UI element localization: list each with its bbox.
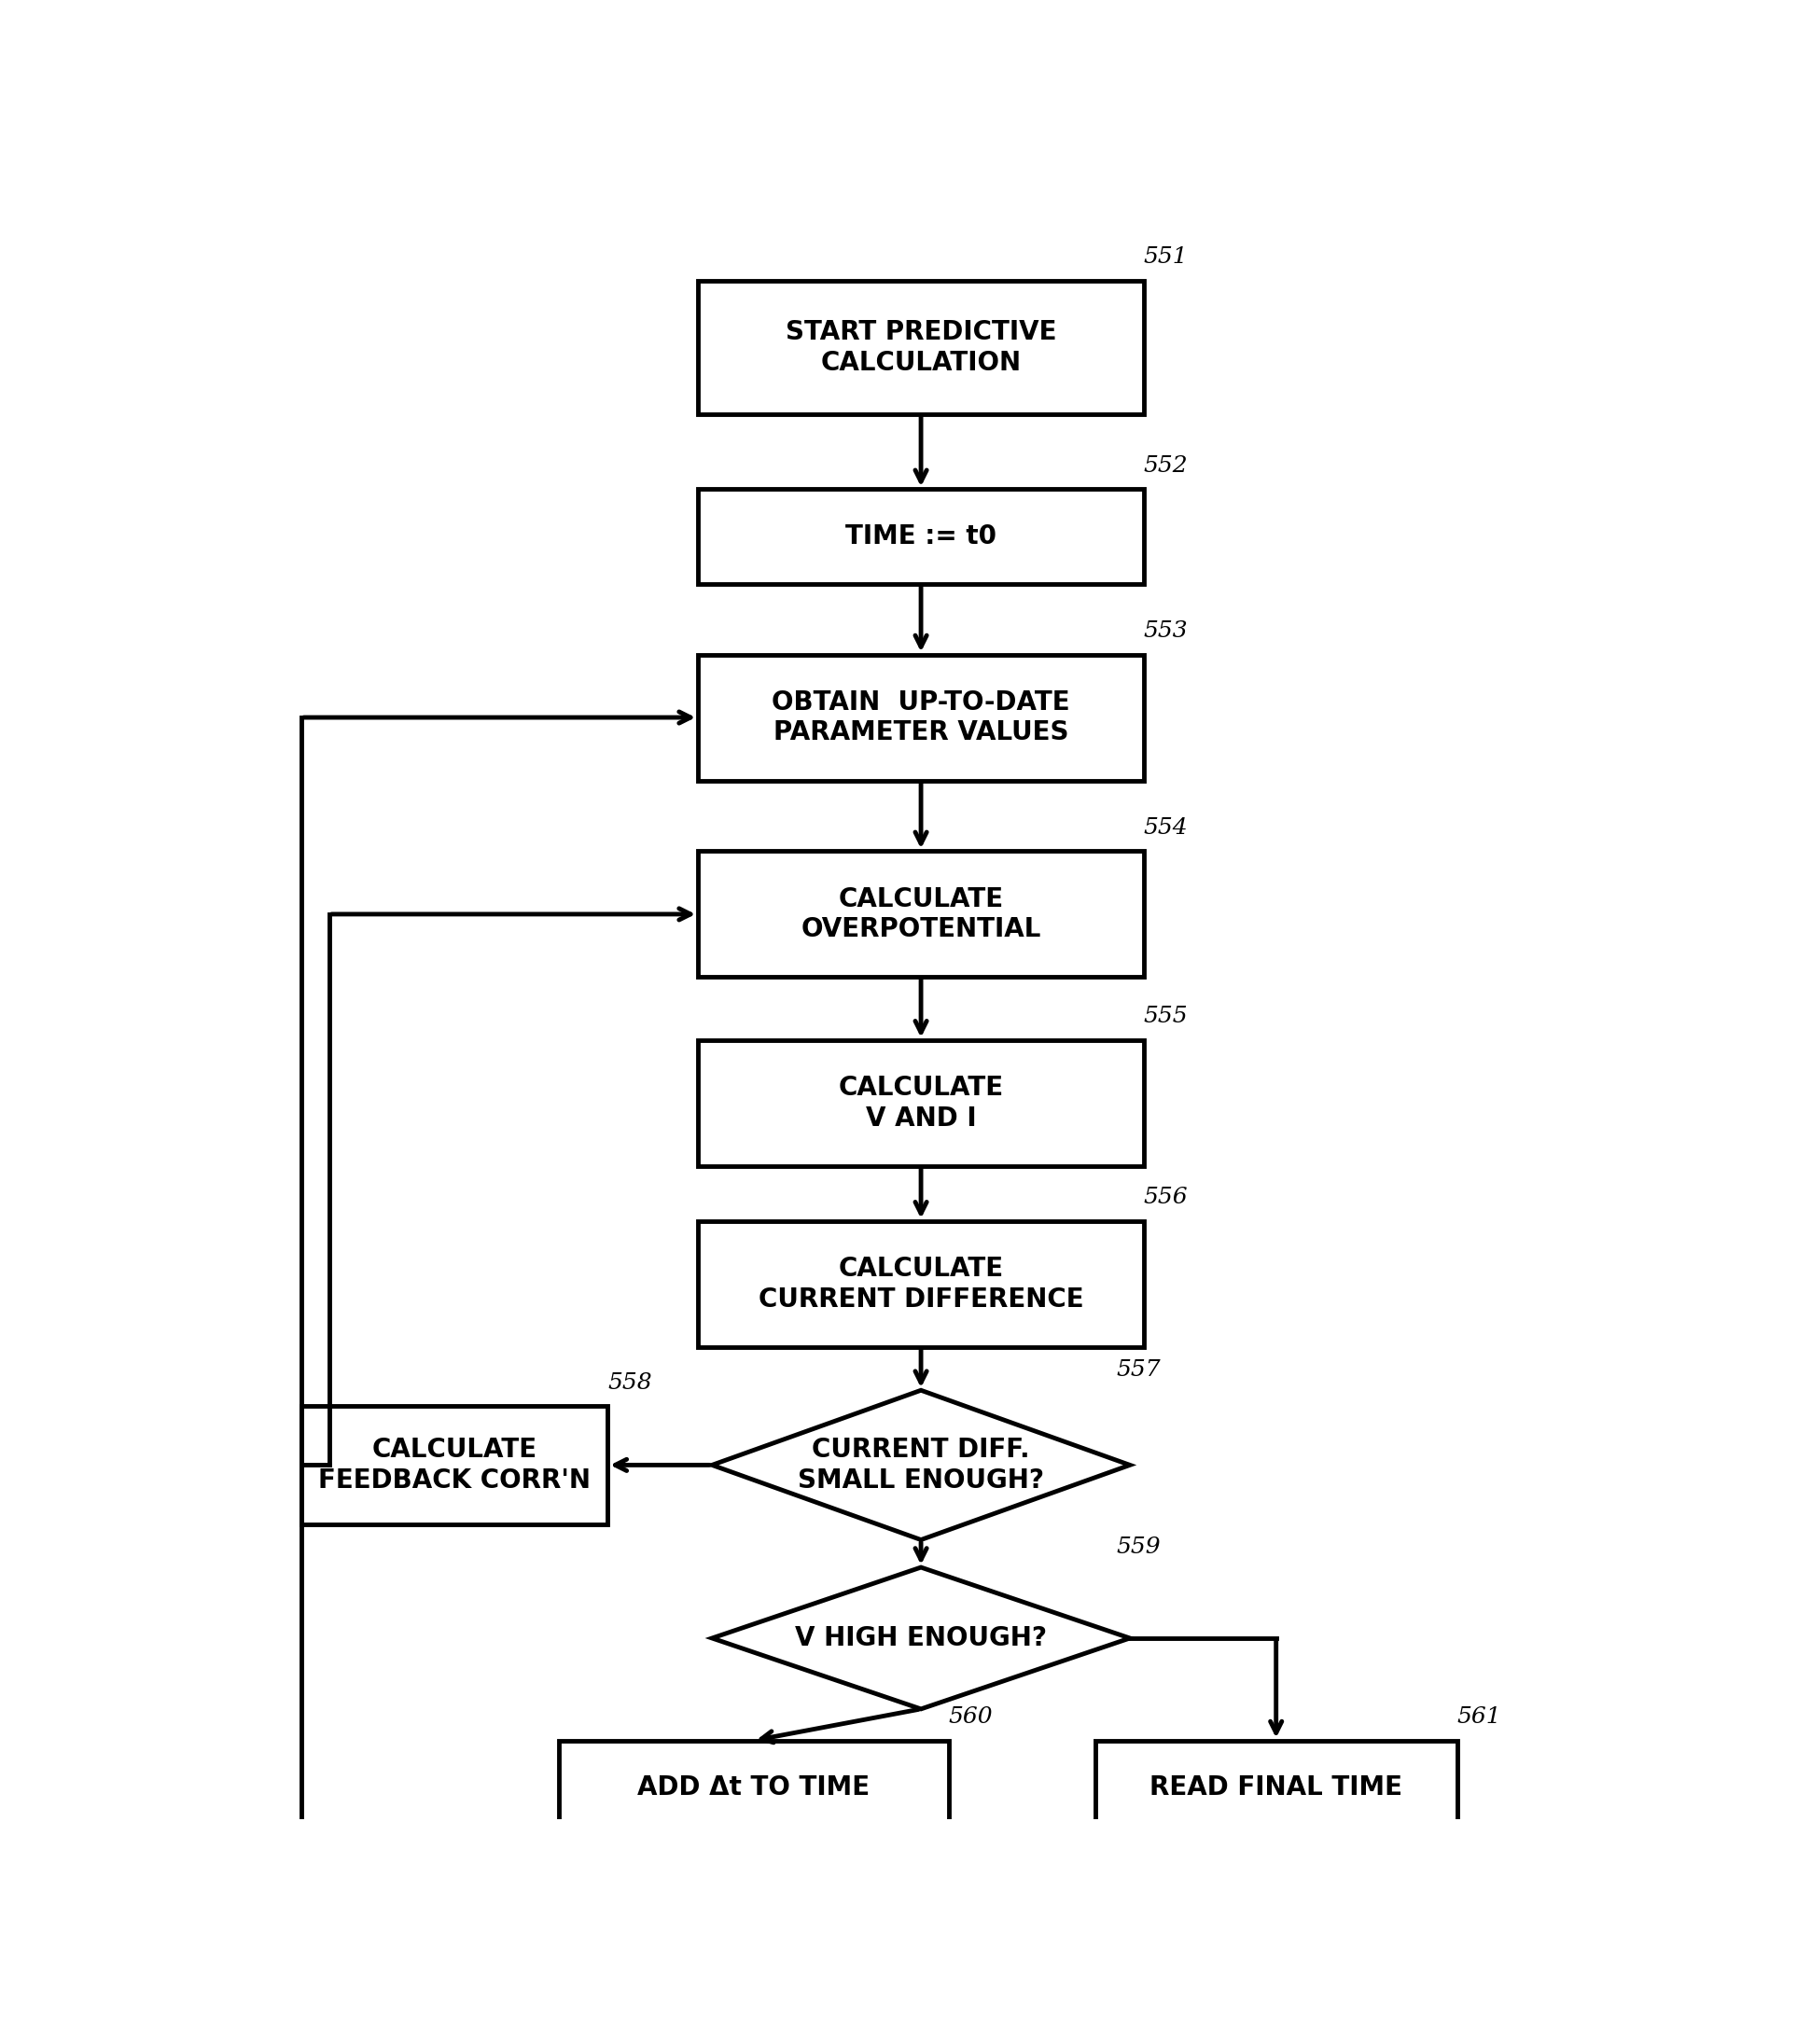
FancyBboxPatch shape <box>697 850 1145 977</box>
Text: 553: 553 <box>1145 621 1188 642</box>
Text: CALCULATE
FEEDBACK CORR'N: CALCULATE FEEDBACK CORR'N <box>318 1437 591 1494</box>
Text: 552: 552 <box>1145 456 1188 476</box>
FancyBboxPatch shape <box>302 1406 607 1525</box>
Text: 556: 556 <box>1145 1188 1188 1208</box>
FancyBboxPatch shape <box>559 1741 949 1836</box>
FancyBboxPatch shape <box>697 280 1145 415</box>
Text: V HIGH ENOUGH?: V HIGH ENOUGH? <box>794 1625 1048 1652</box>
Polygon shape <box>712 1390 1130 1539</box>
Text: CURRENT DIFF.
SMALL ENOUGH?: CURRENT DIFF. SMALL ENOUGH? <box>798 1437 1044 1494</box>
Text: 560: 560 <box>949 1707 994 1727</box>
Text: 561: 561 <box>1457 1707 1502 1727</box>
Text: 551: 551 <box>1145 247 1188 268</box>
Text: ADD Δt TO TIME: ADD Δt TO TIME <box>638 1774 870 1801</box>
Text: CALCULATE
CURRENT DIFFERENCE: CALCULATE CURRENT DIFFERENCE <box>758 1255 1084 1312</box>
Text: 559: 559 <box>1116 1537 1161 1558</box>
Text: 555: 555 <box>1145 1006 1188 1028</box>
FancyBboxPatch shape <box>697 654 1145 781</box>
Text: CALCULATE
V AND I: CALCULATE V AND I <box>839 1075 1003 1130</box>
Text: 557: 557 <box>1116 1359 1161 1382</box>
FancyBboxPatch shape <box>697 1220 1145 1347</box>
FancyBboxPatch shape <box>697 489 1145 585</box>
Text: 554: 554 <box>1145 818 1188 838</box>
FancyBboxPatch shape <box>697 1040 1145 1165</box>
Polygon shape <box>712 1568 1130 1709</box>
Text: 558: 558 <box>607 1372 652 1394</box>
FancyBboxPatch shape <box>1094 1741 1457 1836</box>
Text: TIME := t0: TIME := t0 <box>845 523 997 550</box>
Text: OBTAIN  UP-TO-DATE
PARAMETER VALUES: OBTAIN UP-TO-DATE PARAMETER VALUES <box>773 689 1069 746</box>
Text: READ FINAL TIME: READ FINAL TIME <box>1150 1774 1402 1801</box>
Text: START PREDICTIVE
CALCULATION: START PREDICTIVE CALCULATION <box>785 319 1057 376</box>
Text: CALCULATE
OVERPOTENTIAL: CALCULATE OVERPOTENTIAL <box>801 885 1040 942</box>
